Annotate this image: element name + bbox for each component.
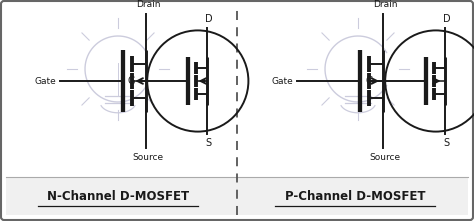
Text: Source: Source — [370, 153, 401, 162]
Text: Source: Source — [133, 153, 164, 162]
Text: D: D — [443, 14, 450, 24]
Text: S: S — [444, 138, 450, 148]
Text: Drain: Drain — [373, 0, 398, 9]
Text: G: G — [366, 76, 374, 86]
Text: N-Channel D-MOSFET: N-Channel D-MOSFET — [47, 189, 190, 202]
Text: D: D — [205, 14, 212, 24]
Text: G: G — [128, 76, 136, 86]
Text: P-Channel D-MOSFET: P-Channel D-MOSFET — [285, 189, 426, 202]
Text: Gate: Gate — [35, 76, 56, 86]
Bar — [237, 177, 468, 215]
Text: Gate: Gate — [272, 76, 293, 86]
Text: S: S — [206, 138, 212, 148]
Bar — [6, 177, 237, 215]
Text: Drain: Drain — [136, 0, 161, 9]
